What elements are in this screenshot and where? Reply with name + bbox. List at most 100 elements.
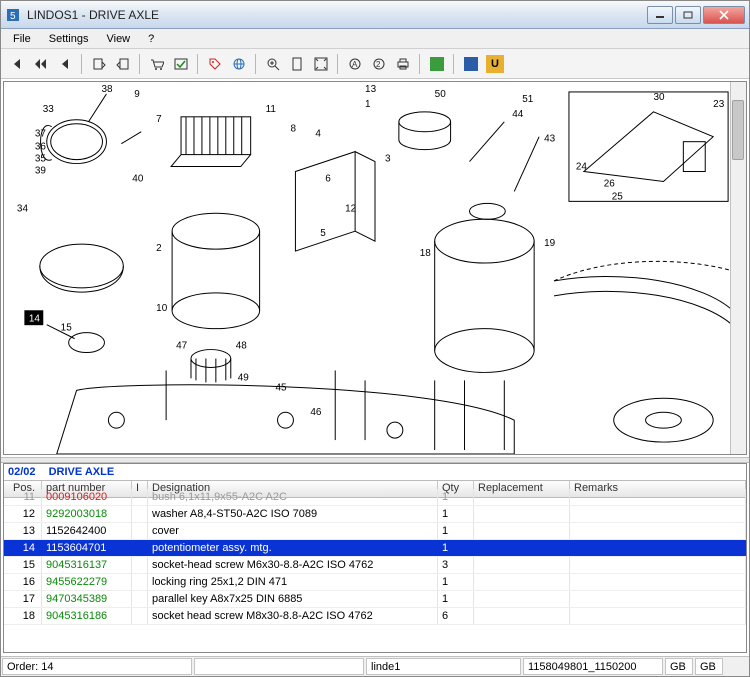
cell-qty: 1	[438, 489, 474, 505]
cell-designation: socket-head screw M6x30-8.8-A2C ISO 4762	[148, 557, 438, 573]
app-icon: 5	[5, 7, 21, 23]
svg-text:25: 25	[612, 191, 624, 202]
cell-replacement	[474, 557, 570, 573]
svg-text:6: 6	[325, 173, 331, 184]
statusbar: Order: 14 linde1 1158049801_1150200 GB G…	[1, 656, 749, 676]
scrollbar-thumb[interactable]	[732, 100, 744, 160]
svg-text:45: 45	[276, 382, 288, 393]
table-row[interactable]: 189045316186socket head screw M8x30-8.8-…	[4, 608, 746, 625]
cell-pos: 16	[4, 574, 42, 590]
cell-part-number: 9045316137	[42, 557, 132, 573]
globe-icon[interactable]	[229, 54, 249, 74]
maximize-button[interactable]	[675, 6, 701, 24]
svg-text:46: 46	[310, 407, 322, 418]
marker-a-icon[interactable]: A	[345, 54, 365, 74]
fit-icon[interactable]	[311, 54, 331, 74]
svg-text:23: 23	[713, 99, 725, 110]
cell-pos: 18	[4, 608, 42, 624]
cell-i	[132, 489, 148, 505]
menu-settings[interactable]: Settings	[41, 31, 97, 47]
cell-designation: parallel key A8x7x25 DIN 6885	[148, 591, 438, 607]
nav-prev-icon[interactable]	[55, 54, 75, 74]
cell-part-number: 1152642400	[42, 523, 132, 539]
table-row[interactable]: 129292003018washer A8,4-ST50-A2C ISO 708…	[4, 506, 746, 523]
svg-text:40: 40	[132, 173, 144, 184]
check-icon[interactable]	[171, 54, 191, 74]
svg-text:9: 9	[134, 89, 140, 100]
svg-text:24: 24	[576, 162, 588, 173]
svg-text:33: 33	[43, 104, 55, 115]
cell-designation: locking ring 25x1,2 DIN 471	[148, 574, 438, 590]
table-row[interactable]: 159045316137socket-head screw M6x30-8.8-…	[4, 557, 746, 574]
table-row[interactable]: 131152642400cover1	[4, 523, 746, 540]
menu-file[interactable]: File	[5, 31, 39, 47]
status-order: Order: 14	[2, 658, 192, 675]
exploded-diagram: 383337 363539 3497 40211 81047 4846 1350…	[4, 82, 746, 454]
green-flag-icon[interactable]	[427, 54, 447, 74]
cell-remarks	[570, 523, 746, 539]
svg-text:10: 10	[156, 303, 168, 314]
status-user: linde1	[366, 658, 521, 675]
cell-qty: 1	[438, 523, 474, 539]
cell-designation: washer A8,4-ST50-A2C ISO 7089	[148, 506, 438, 522]
u-icon[interactable]: U	[485, 54, 505, 74]
cell-i	[132, 523, 148, 539]
table-row[interactable]: 110009106020bush 6,1x11,9x55-A2C A2C1	[4, 489, 746, 506]
import-icon[interactable]	[113, 54, 133, 74]
diagram-panel[interactable]: 383337 363539 3497 40211 81047 4846 1350…	[3, 81, 747, 455]
cell-replacement	[474, 506, 570, 522]
parts-grid: Pos. part number I Designation Qty Repla…	[4, 480, 746, 652]
svg-text:49: 49	[238, 372, 250, 383]
menu-view[interactable]: View	[98, 31, 138, 47]
cell-remarks	[570, 489, 746, 505]
menu-help[interactable]: ?	[140, 31, 162, 47]
svg-text:13: 13	[365, 84, 377, 95]
cell-replacement	[474, 591, 570, 607]
cell-i	[132, 506, 148, 522]
section-title: DRIVE AXLE	[49, 466, 115, 478]
svg-text:5: 5	[320, 228, 326, 239]
table-row[interactable]: 169455622279locking ring 25x1,2 DIN 4711	[4, 574, 746, 591]
cell-designation: cover	[148, 523, 438, 539]
svg-text:A: A	[352, 60, 358, 69]
cell-part-number: 0009106020	[42, 489, 132, 505]
cell-remarks	[570, 557, 746, 573]
cell-designation: socket head screw M8x30-8.8-A2C ISO 4762	[148, 608, 438, 624]
cell-replacement	[474, 540, 570, 556]
window-title: LINDOS1 - DRIVE AXLE	[27, 8, 647, 22]
nav-first-icon[interactable]	[7, 54, 27, 74]
svg-text:11: 11	[266, 104, 277, 115]
cell-remarks	[570, 608, 746, 624]
export-icon[interactable]	[89, 54, 109, 74]
cell-pos: 14	[4, 540, 42, 556]
blue-flag-icon[interactable]	[461, 54, 481, 74]
table-row[interactable]: 141153604701potentiometer assy. mtg.1	[4, 540, 746, 557]
cart-icon[interactable]	[147, 54, 167, 74]
table-row[interactable]: 179470345389parallel key A8x7x25 DIN 688…	[4, 591, 746, 608]
svg-text:39: 39	[35, 166, 47, 177]
cell-qty: 6	[438, 608, 474, 624]
section-header: 02/02 DRIVE AXLE	[4, 464, 746, 480]
svg-text:5: 5	[10, 11, 16, 22]
toolbar: A 2 U	[1, 49, 749, 79]
svg-text:47: 47	[176, 341, 188, 352]
grid-body[interactable]: 110009106020bush 6,1x11,9x55-A2C A2C1129…	[4, 489, 746, 643]
marker-2-icon[interactable]: 2	[369, 54, 389, 74]
svg-text:19: 19	[544, 238, 556, 249]
diagram-scrollbar[interactable]	[730, 82, 746, 454]
cell-part-number: 9470345389	[42, 591, 132, 607]
cell-part-number: 9292003018	[42, 506, 132, 522]
cell-qty: 1	[438, 506, 474, 522]
svg-text:12: 12	[345, 203, 357, 214]
page-number: 02/02	[8, 466, 36, 478]
cell-qty: 3	[438, 557, 474, 573]
minimize-button[interactable]	[647, 6, 673, 24]
tag-icon[interactable]	[205, 54, 225, 74]
zoom-in-icon[interactable]	[263, 54, 283, 74]
nav-rewind-icon[interactable]	[31, 54, 51, 74]
cell-remarks	[570, 574, 746, 590]
close-button[interactable]	[703, 6, 745, 24]
doc-icon[interactable]	[287, 54, 307, 74]
status-blank	[194, 658, 364, 675]
print-icon[interactable]	[393, 54, 413, 74]
